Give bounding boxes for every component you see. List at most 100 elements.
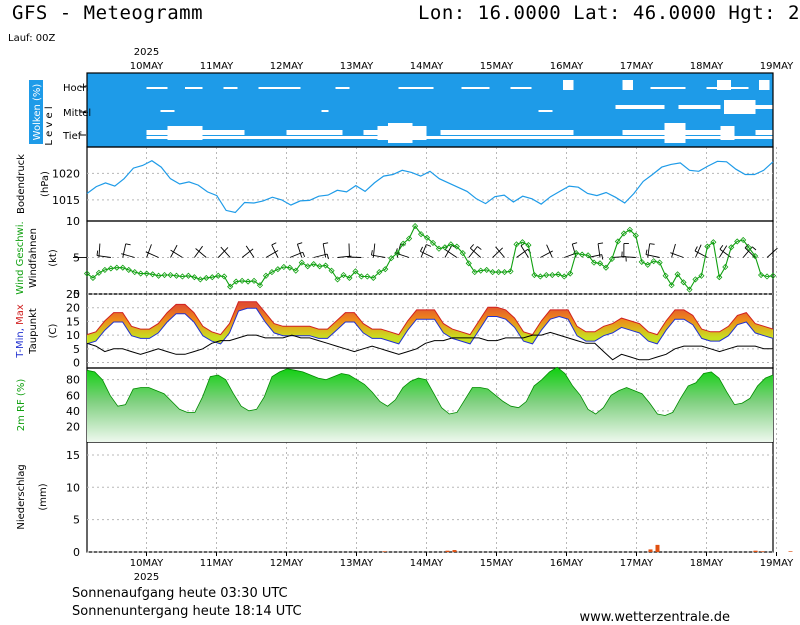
wind-speed-point (364, 273, 371, 280)
temperature-min-line (86, 307, 774, 345)
wind-barb (420, 250, 434, 258)
source-website: www.wetterzentrale.de (579, 610, 730, 625)
precipitation-tick-label: 5 (73, 514, 80, 527)
wind-barb-feather (601, 254, 604, 260)
date-label-top: 13MAY (340, 61, 374, 72)
wind-speed-point (173, 272, 180, 279)
wind-speed-point (250, 277, 258, 284)
wind-barb (492, 247, 504, 258)
wind-speed-point (447, 241, 454, 248)
wind-barb (145, 251, 159, 258)
temperature-unit-label: (C) (48, 324, 59, 339)
wind-barb (744, 247, 756, 258)
date-label-top: 18MAY (690, 61, 724, 72)
cloud-band (678, 105, 721, 109)
wind-barb (719, 248, 732, 258)
wind-speed-point (650, 258, 657, 265)
cloud-band (563, 80, 574, 90)
wind-speed-point (758, 271, 765, 279)
wind-ylabel: Wind Geschwi. (15, 221, 26, 294)
wind-speed-point (453, 243, 460, 250)
humidity-ylabel: 2m RF (%) (16, 379, 27, 432)
wind-speed-point (209, 274, 216, 281)
wind-speed-point (632, 232, 639, 239)
wind-speed-point (292, 267, 299, 274)
cloud-band (286, 130, 343, 135)
wind-speed-point (519, 239, 526, 246)
wind-barb-feather (326, 254, 329, 260)
sunset-text: Sonnenuntergang heute 18:14 UTC (72, 604, 302, 619)
wind-speed-point (221, 273, 228, 280)
wind-barb-feather (572, 242, 578, 245)
wind-speed-point (525, 242, 532, 249)
temperature-tick-label: 20 (66, 302, 80, 315)
precipitation-bar (788, 551, 793, 552)
temperature-tick-label: 0 (73, 357, 80, 370)
wind-speed-point (334, 276, 341, 283)
wind-barb (468, 246, 478, 258)
wind-speed-point (674, 271, 681, 278)
humidity-tick-label: 40 (66, 405, 80, 418)
humidity-area (87, 367, 773, 442)
wind-speed-point (507, 268, 514, 275)
date-label-bottom: 16MAY (550, 558, 584, 569)
wind-speed-point (483, 266, 490, 273)
wind-speed-point (328, 267, 335, 274)
wind-speed-point (89, 274, 97, 282)
wind-speed-point (680, 279, 687, 286)
cloud-band (461, 87, 490, 89)
precipitation-bar (753, 550, 758, 552)
wind-speed-point (728, 244, 735, 251)
wind-speed-point (167, 271, 174, 279)
wind-barb-feather (645, 249, 648, 255)
wind-barb (597, 243, 601, 258)
cloud-panel-ylabel: Wolken (%) (32, 84, 43, 141)
wind-speed-point (119, 264, 126, 271)
cloud-band (146, 87, 168, 89)
cloud-band (440, 130, 574, 135)
wind-barb-feather (125, 243, 131, 246)
wind-barb (220, 246, 231, 258)
wind-barb-feather (744, 243, 749, 249)
temperature-tick-label: 15 (66, 315, 80, 328)
wind-barb (146, 244, 152, 258)
wind-barb (296, 244, 303, 258)
pressure-ylabel: Bodendruck (16, 154, 27, 214)
wind-barb (245, 245, 255, 258)
wind-speed-point (614, 238, 621, 245)
humidity-tick-label: 20 (66, 420, 80, 433)
wind-barb (195, 248, 207, 258)
date-label-bottom: 15MAY (480, 558, 514, 569)
pressure-tick-label: 1020 (52, 167, 80, 180)
wind-barb (645, 254, 660, 258)
wind-speed-point (262, 272, 270, 279)
date-label-top: 14MAY (410, 61, 444, 72)
wind-speed-point (179, 273, 186, 280)
wind-speed-point (620, 230, 627, 237)
humidity-tick-label: 80 (66, 374, 80, 387)
wind-speed-point (155, 272, 162, 279)
temperature-tick-label: 5 (73, 343, 80, 356)
wind-barb-feather (477, 246, 482, 250)
wind-barb-feather (271, 242, 277, 246)
wind-speed-point (412, 223, 419, 230)
wind-speed-point (746, 244, 753, 252)
wind-barb-feather (649, 243, 655, 245)
precipitation-bar (445, 550, 450, 552)
wind-speed-point (734, 238, 741, 245)
wind-barb-feather (469, 244, 474, 249)
wind-speed-point (710, 239, 717, 246)
date-label-bottom: 14MAY (410, 558, 444, 569)
dewpoint-ylabel: Taupunkt (28, 308, 39, 355)
wind-speed-point (280, 263, 287, 271)
wind-speed-point (567, 270, 574, 277)
wind-speed-point (769, 272, 777, 279)
wind-barb (371, 254, 386, 258)
wind-speed-point (608, 255, 616, 263)
date-label-top: 19MAY (760, 61, 794, 72)
wind-speed-point (477, 267, 484, 274)
wind-speed-point (358, 273, 365, 280)
temperature-tick-label: 25 (66, 288, 80, 301)
wind-barb (170, 249, 183, 258)
wind-speed-point (83, 270, 91, 277)
